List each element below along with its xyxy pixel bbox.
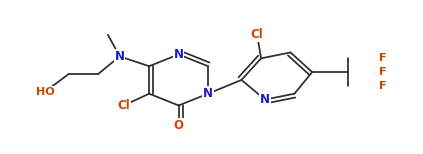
- Text: F: F: [379, 53, 387, 63]
- Text: F: F: [379, 81, 387, 91]
- Text: N: N: [115, 50, 125, 63]
- Text: HO: HO: [36, 87, 55, 97]
- Text: O: O: [173, 119, 184, 132]
- Text: Cl: Cl: [117, 99, 130, 112]
- Text: N: N: [260, 93, 270, 106]
- Text: F: F: [379, 67, 387, 77]
- Text: Cl: Cl: [251, 28, 264, 41]
- Text: N: N: [173, 48, 184, 61]
- Text: N: N: [203, 87, 213, 100]
